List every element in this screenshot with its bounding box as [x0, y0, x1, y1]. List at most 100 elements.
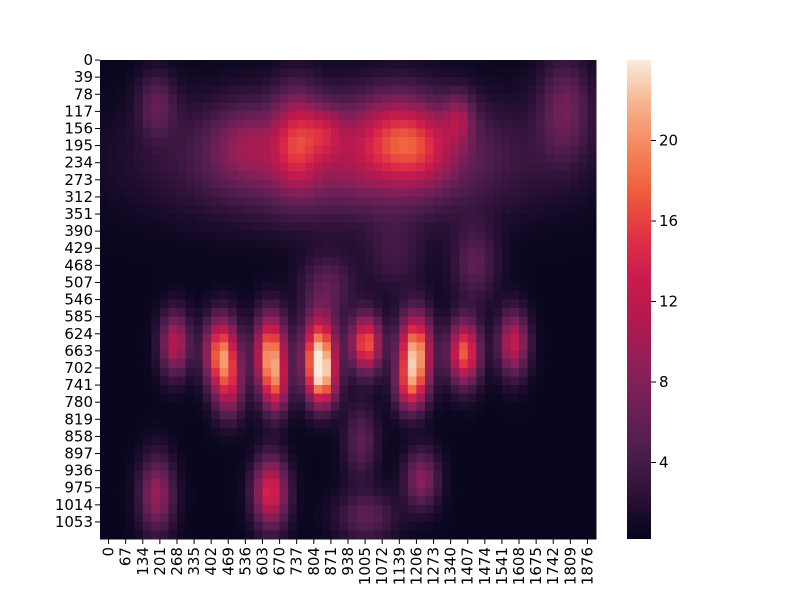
- heatmap-cell: [459, 393, 469, 403]
- heatmap-cell: [108, 385, 118, 395]
- heatmap-cell: [442, 342, 452, 352]
- heatmap-cell: [125, 162, 135, 172]
- heatmap-cell: [168, 94, 178, 104]
- heatmap-cell: [476, 376, 486, 386]
- heatmap-cell: [493, 316, 503, 326]
- heatmap-cell: [356, 231, 366, 241]
- heatmap-cell: [296, 205, 306, 215]
- heatmap-cell: [382, 231, 392, 241]
- heatmap-cell: [305, 376, 315, 386]
- heatmap-cell: [459, 316, 469, 326]
- heatmap-cell: [450, 504, 460, 514]
- heatmap-cell: [365, 316, 375, 326]
- heatmap-cell: [185, 462, 195, 472]
- heatmap-cell: [467, 385, 477, 395]
- heatmap-cell: [176, 239, 187, 249]
- heatmap-cell: [219, 504, 229, 514]
- heatmap-cell: [424, 496, 435, 506]
- heatmap-cell: [159, 402, 169, 412]
- heatmap-cell: [296, 77, 306, 87]
- heatmap-cell: [390, 436, 400, 446]
- heatmap-cell: [245, 325, 255, 335]
- heatmap-cell: [142, 205, 152, 215]
- heatmap-cell: [185, 453, 195, 463]
- heatmap-cell: [185, 419, 195, 429]
- heatmap-cell: [416, 231, 426, 241]
- heatmap-cell: [459, 496, 469, 506]
- heatmap-cell: [390, 521, 400, 531]
- heatmap-cell: [339, 513, 349, 523]
- heatmap-cell: [194, 111, 204, 121]
- heatmap-cell: [151, 188, 161, 198]
- heatmap-cell: [253, 376, 263, 386]
- heatmap-cell: [219, 154, 229, 164]
- heatmap-cell: [527, 136, 537, 147]
- heatmap-cell: [459, 145, 469, 155]
- heatmap-cell: [450, 248, 460, 258]
- heatmap-cell: [176, 128, 187, 138]
- heatmap-cell: [501, 487, 511, 497]
- heatmap-cell: [219, 102, 229, 112]
- heatmap-cell: [510, 376, 520, 386]
- heatmap-cell: [476, 213, 486, 224]
- heatmap-cell: [467, 444, 477, 454]
- heatmap-cell: [390, 402, 400, 412]
- heatmap-cell: [305, 60, 315, 70]
- heatmap-cell: [168, 308, 178, 318]
- heatmap-cell: [587, 282, 597, 292]
- heatmap-cell: [236, 530, 246, 540]
- heatmap-cell: [194, 128, 204, 138]
- heatmap-cell: [339, 68, 349, 78]
- heatmap-cell: [416, 308, 426, 318]
- heatmap-cell: [519, 94, 529, 104]
- heatmap-cell: [142, 213, 152, 224]
- heatmap-cell: [322, 325, 332, 335]
- heatmap-cell: [236, 427, 246, 437]
- heatmap-cell: [262, 205, 272, 215]
- heatmap-cell: [176, 496, 187, 506]
- heatmap-cell: [365, 325, 375, 335]
- heatmap-cell: [236, 462, 246, 472]
- heatmap-cell: [313, 188, 323, 198]
- heatmap-cell: [305, 333, 315, 343]
- heatmap-cell: [424, 462, 435, 472]
- heatmap-cell: [501, 462, 511, 472]
- heatmap-cell: [313, 299, 323, 309]
- heatmap-cell: [442, 145, 452, 155]
- heatmap-cell: [450, 94, 460, 104]
- heatmap-cell: [253, 162, 263, 172]
- heatmap-cell: [185, 359, 195, 369]
- heatmap-cell: [211, 282, 221, 292]
- heatmap-cell: [151, 265, 161, 275]
- heatmap-cell: [322, 162, 332, 172]
- heatmap-cell: [322, 385, 332, 395]
- heatmap-cell: [151, 487, 161, 497]
- heatmap-cell: [433, 154, 443, 164]
- heatmap-cell: [176, 196, 187, 206]
- heatmap-cell: [313, 68, 323, 78]
- heatmap-cell: [279, 205, 289, 215]
- heatmap-cell: [339, 376, 349, 386]
- heatmap-cell: [356, 119, 366, 129]
- heatmap-cell: [339, 94, 349, 104]
- heatmap-cell: [228, 385, 238, 395]
- heatmap-cell: [228, 333, 238, 343]
- heatmap-cell: [211, 85, 221, 95]
- heatmap-cell: [476, 102, 486, 112]
- heatmap-cell: [459, 479, 469, 489]
- x-tick-label: 536: [236, 547, 254, 576]
- heatmap-cell: [194, 470, 204, 480]
- heatmap-cell: [561, 487, 571, 497]
- heatmap-cell: [262, 385, 272, 395]
- heatmap-cell: [228, 282, 238, 292]
- heatmap-cell: [407, 308, 417, 318]
- heatmap-cell: [348, 60, 358, 70]
- heatmap-cell: [501, 205, 511, 215]
- heatmap-cell: [305, 316, 315, 326]
- heatmap-cell: [570, 85, 580, 95]
- heatmap-cell: [536, 436, 546, 446]
- heatmap-cell: [211, 385, 221, 395]
- heatmap-cell: [219, 265, 229, 275]
- heatmap-cell: [279, 393, 289, 403]
- heatmap-cell: [159, 213, 169, 224]
